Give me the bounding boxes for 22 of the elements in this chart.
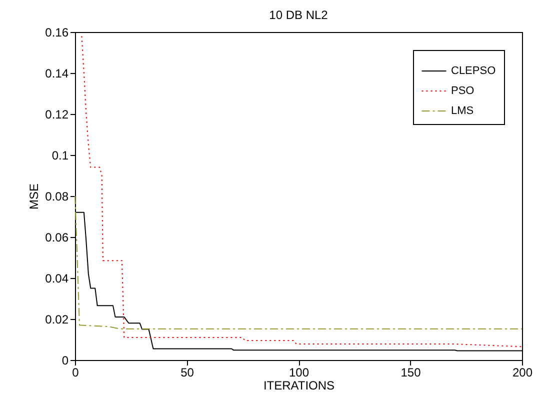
- y-tick-label: 0.12: [45, 108, 69, 122]
- legend-label: LMS: [451, 105, 474, 117]
- legend-label: CLEPSO: [451, 65, 496, 77]
- y-tick-label: 0.02: [45, 312, 69, 326]
- x-tick-label: 50: [180, 366, 194, 380]
- y-tick-label: 0.06: [45, 230, 69, 244]
- line-series: [74, 196, 522, 330]
- chart-title: 10 DB NL2: [269, 8, 328, 22]
- y-tick-label: 0.16: [45, 26, 69, 40]
- x-tick-label: 100: [288, 366, 310, 380]
- x-tick-label: 0: [72, 366, 80, 380]
- legend-label: PSO: [451, 85, 475, 97]
- line-series: [81, 36, 522, 348]
- y-axis-title: MSE: [27, 183, 42, 210]
- y-tick-label: 0: [62, 354, 69, 368]
- x-tick-label: 150: [400, 366, 422, 380]
- y-tick-label: 0.14: [45, 66, 69, 80]
- y-tick-label: 0.08: [45, 190, 69, 204]
- x-axis-title: ITERATIONS: [263, 378, 335, 392]
- y-tick-label: 0.1: [52, 148, 69, 162]
- y-tick-label: 0.04: [45, 272, 69, 286]
- x-tick-label: 200: [512, 366, 533, 380]
